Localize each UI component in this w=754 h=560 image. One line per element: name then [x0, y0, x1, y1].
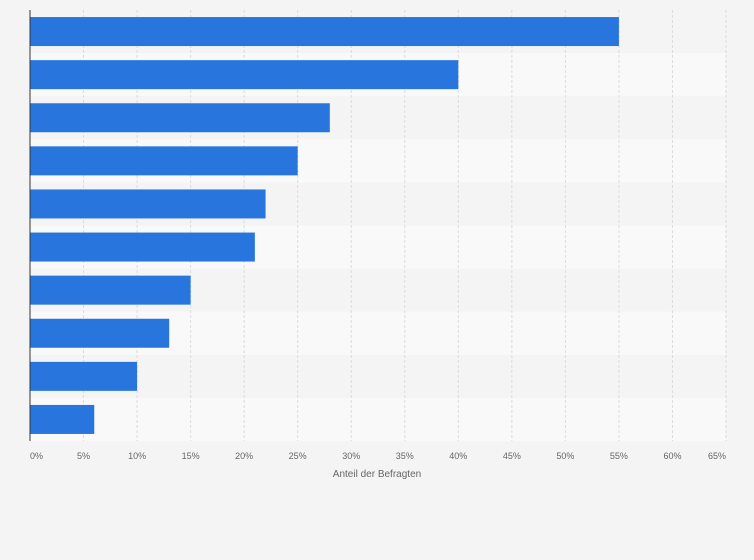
x-tick-label: 55% — [610, 451, 628, 461]
bar[interactable] — [30, 189, 266, 219]
x-tick-label: 45% — [503, 451, 521, 461]
x-tick-label: 60% — [663, 451, 681, 461]
bar[interactable] — [30, 318, 170, 348]
bars — [30, 17, 619, 434]
x-axis-label: Anteil der Befragten — [333, 469, 421, 480]
bar[interactable] — [30, 361, 138, 391]
bar[interactable] — [30, 232, 255, 262]
bar[interactable] — [30, 103, 330, 133]
row-band — [30, 397, 726, 441]
x-tick-label: 65% — [708, 451, 726, 461]
x-tick-label: 35% — [396, 451, 414, 461]
x-tick-label: 0% — [30, 451, 43, 461]
row-band — [30, 354, 726, 398]
x-tick-label: 40% — [449, 451, 467, 461]
x-tick-labels: 0% 5% 10% 15% 20% 25% 30% 35% 40% 45% 50% 55% 60% 65% — [30, 451, 726, 461]
x-tick-label: 30% — [342, 451, 360, 461]
x-tick-label: 5% — [77, 451, 90, 461]
x-tick-label: 20% — [235, 451, 253, 461]
bar[interactable] — [30, 146, 298, 176]
bar[interactable] — [30, 404, 95, 434]
bar[interactable] — [30, 275, 191, 305]
x-tick-label: 25% — [289, 451, 307, 461]
x-tick-label: 10% — [128, 451, 146, 461]
x-tick-label: 50% — [556, 451, 574, 461]
x-tick-label: 15% — [182, 451, 200, 461]
bar[interactable] — [30, 60, 459, 90]
bar[interactable] — [30, 17, 619, 47]
